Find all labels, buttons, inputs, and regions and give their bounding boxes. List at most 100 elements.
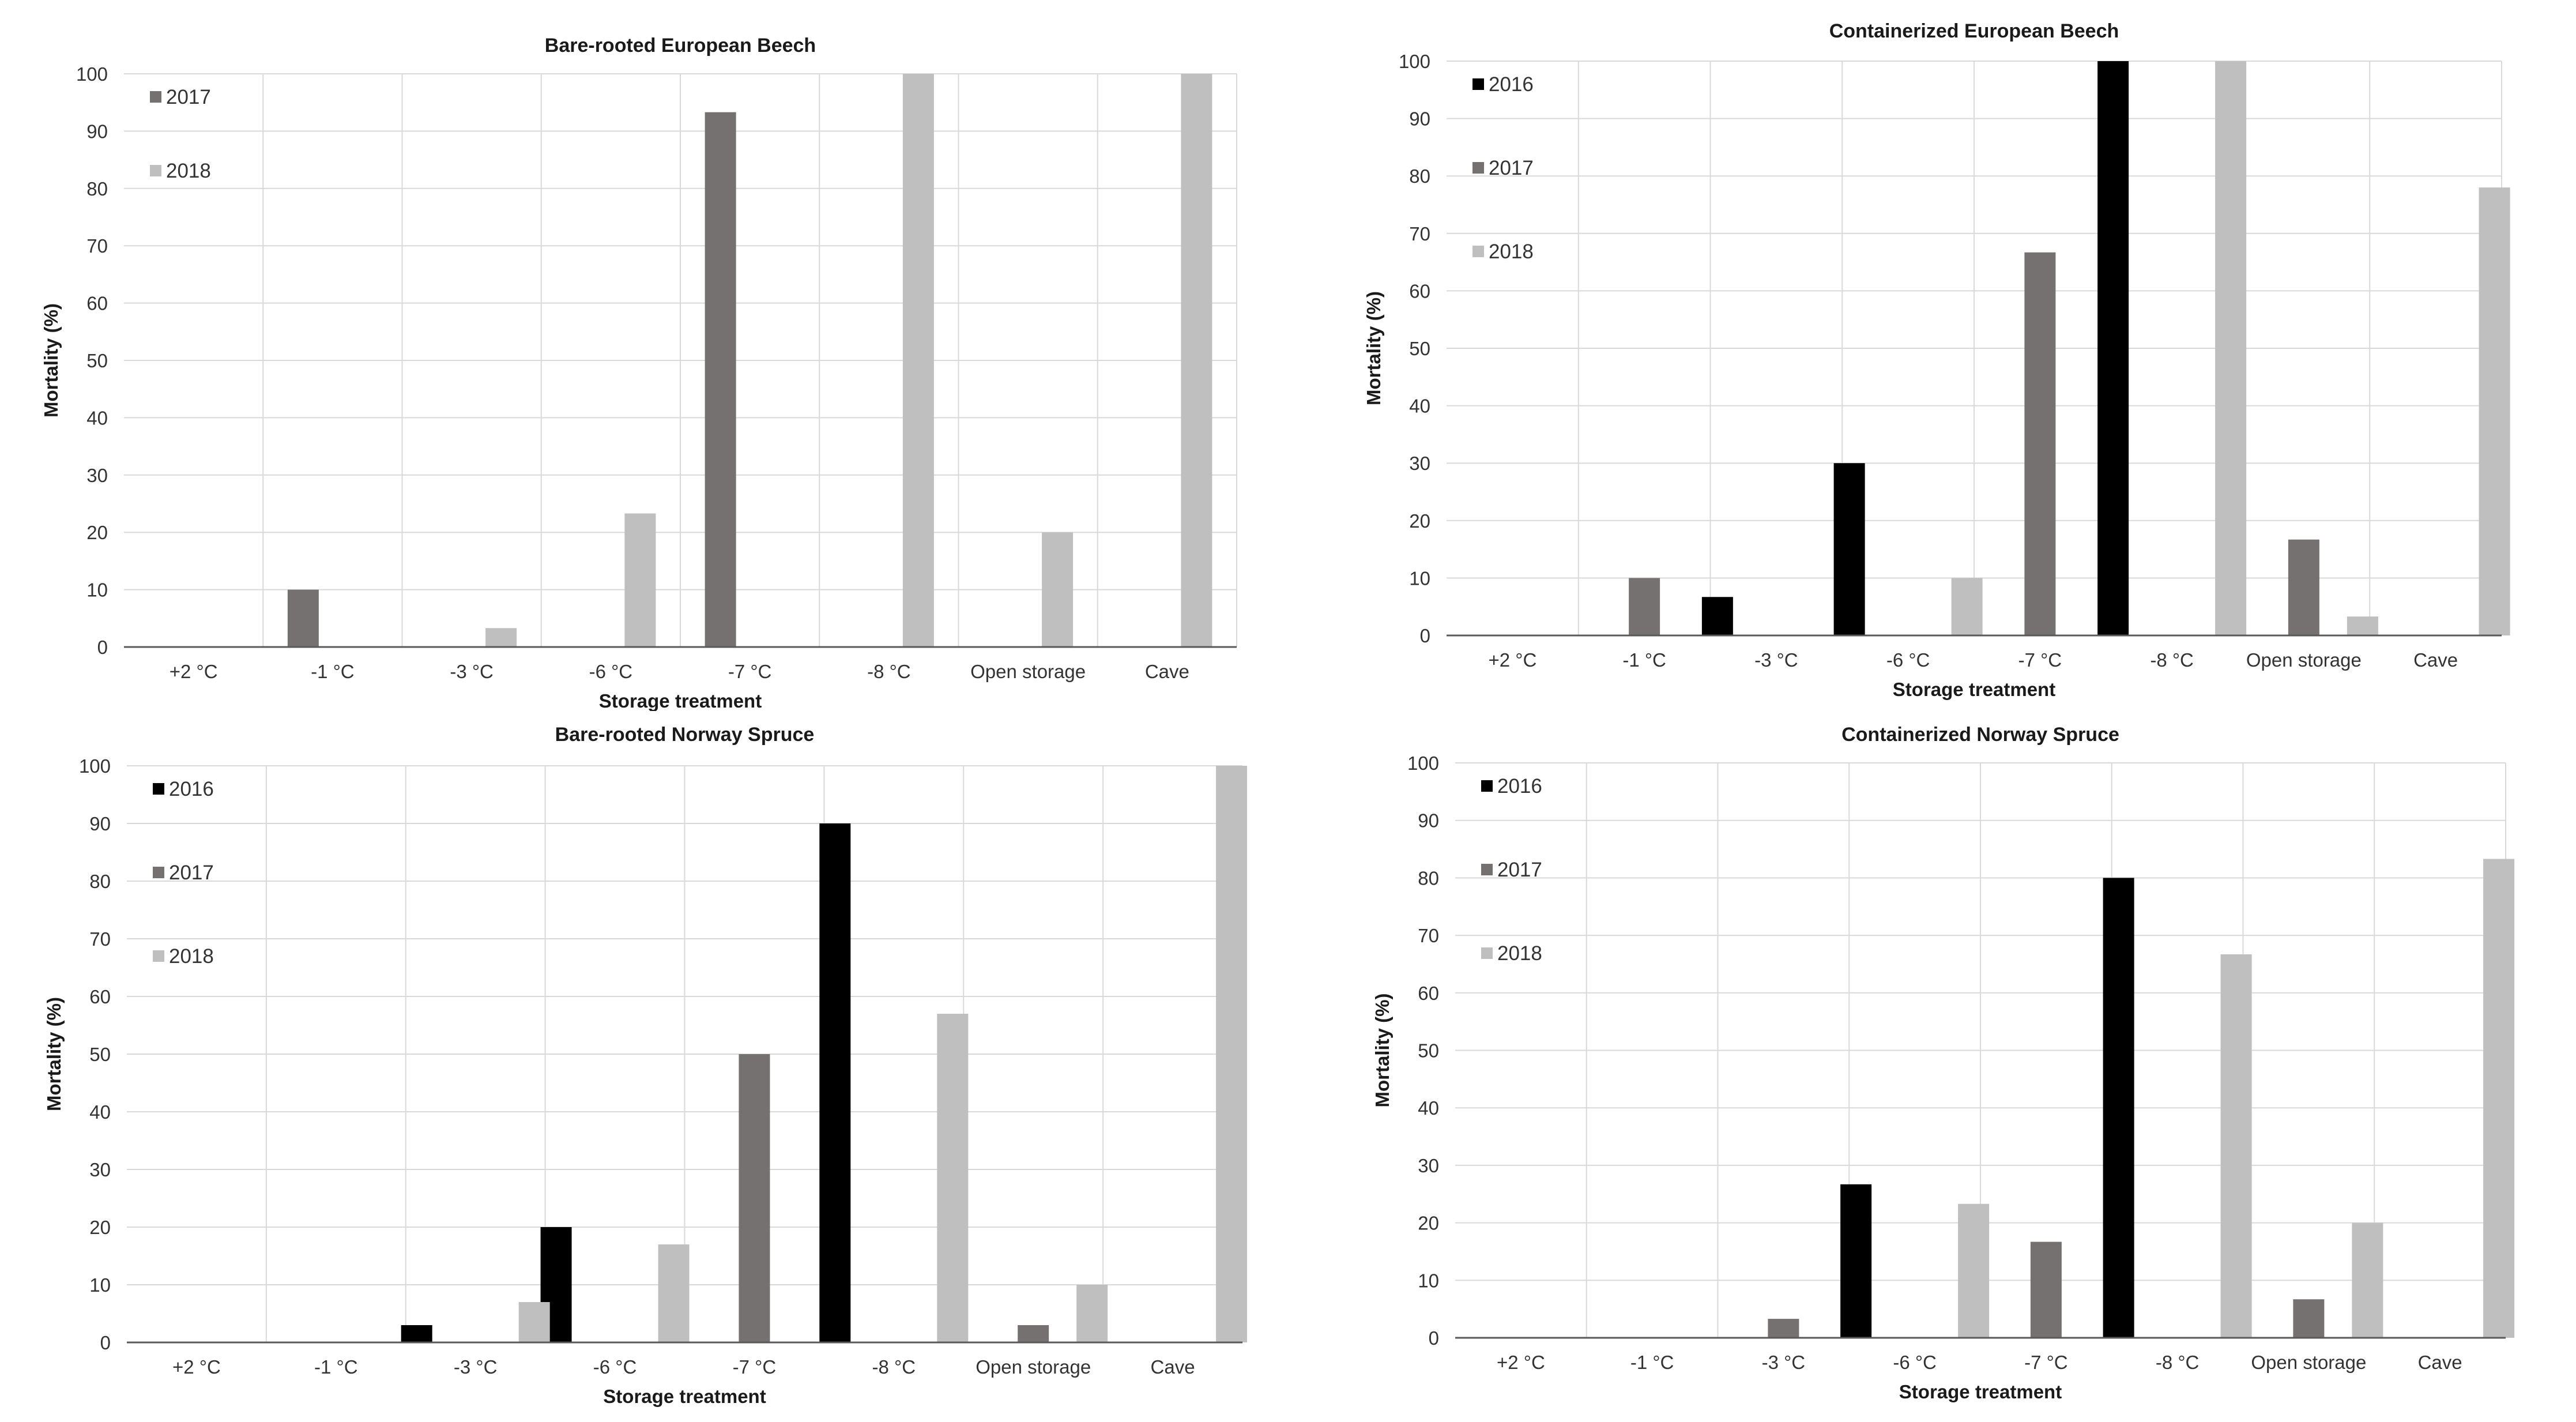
bar-2018-3-c xyxy=(518,1302,550,1342)
x-tick-label: -1 °C xyxy=(1630,1352,1674,1373)
bar-2018-8-c xyxy=(902,74,934,647)
x-tick-label: -3 °C xyxy=(450,661,494,682)
y-tick-label: 90 xyxy=(1418,810,1439,832)
y-tick-label: 60 xyxy=(1418,983,1439,1004)
x-tick-label: Cave xyxy=(1151,1356,1195,1378)
y-tick-label: 10 xyxy=(1418,1270,1439,1291)
legend-swatch-2016 xyxy=(153,783,164,795)
bar-2018-8-c xyxy=(937,1014,969,1342)
bar-2018-cave xyxy=(2479,187,2510,635)
chart-svg: Containerized Norway Spruce 0 10 20 30 40 50 60… xyxy=(1372,724,2515,1402)
x-tick-label: -7 °C xyxy=(2024,1352,2068,1373)
bar-2017-7-c xyxy=(2024,252,2056,636)
x-tick-label: -8 °C xyxy=(2156,1352,2200,1373)
y-tick-label: 10 xyxy=(89,1274,111,1296)
chart-title: Bare-rooted Norway Spruce xyxy=(555,724,815,746)
y-tick-label: 90 xyxy=(1409,108,1430,130)
x-axis-label: Storage treatment xyxy=(1899,1381,2062,1402)
legend-swatch-2017 xyxy=(1472,162,1484,174)
y-tick-label: 20 xyxy=(89,1217,111,1238)
x-tick-label: -1 °C xyxy=(311,661,355,682)
y-tick-label: 30 xyxy=(86,465,108,486)
chart-title: Containerized European Beech xyxy=(1829,20,2119,42)
legend-label-2016: 2016 xyxy=(169,778,214,800)
bar-2017-7-c xyxy=(2030,1242,2062,1338)
legend-swatch-2018 xyxy=(1472,246,1484,257)
y-tick-label: 100 xyxy=(1399,51,1430,72)
bar-2018-open-storage xyxy=(1042,532,1074,647)
legend-swatch-2018 xyxy=(150,165,161,176)
bar-2016-8-c xyxy=(2097,61,2129,635)
y-tick-label: 30 xyxy=(89,1159,111,1180)
legend-label-2016: 2016 xyxy=(1497,775,1542,797)
y-tick-label: 50 xyxy=(89,1044,111,1065)
legend-swatch-2017 xyxy=(1481,864,1493,875)
x-axis-label: Storage treatment xyxy=(599,690,762,711)
y-tick-label: 10 xyxy=(86,580,108,601)
chart-title: Containerized Norway Spruce xyxy=(1841,724,2119,746)
x-tick-label: Cave xyxy=(1145,661,1189,682)
x-tick-label: +2 °C xyxy=(172,1356,221,1378)
bar-2017-7-c xyxy=(705,112,736,647)
y-tick-label: 10 xyxy=(1409,567,1430,589)
y-tick-label: 80 xyxy=(86,178,108,200)
x-tick-label: -6 °C xyxy=(1886,649,1930,671)
y-tick-label: 80 xyxy=(1418,867,1439,889)
legend-swatch-2017 xyxy=(150,91,161,103)
y-tick-label: 70 xyxy=(1409,223,1430,244)
bar-2018-8-c xyxy=(2215,61,2247,635)
y-tick-label: 70 xyxy=(89,928,111,950)
chart-svg: Bare-rooted Norway Spruce 0 10 20 30 40 50 60 70… xyxy=(43,724,1248,1407)
y-tick-label: 70 xyxy=(1418,925,1439,946)
x-tick-label: Open storage xyxy=(2246,649,2362,671)
chart-svg: Containerized European Beech 0 10 20 30 40 50 6… xyxy=(1363,20,2510,700)
y-tick-label: 60 xyxy=(1409,280,1430,302)
y-tick-label: 40 xyxy=(86,407,108,428)
y-axis-label: Mortality (%) xyxy=(1372,994,1393,1108)
bar-2018-open-storage xyxy=(1076,1285,1108,1342)
chart-containerized-european-beech: Containerized European Beech 0 10 20 30 40 50 6… xyxy=(1288,0,2576,711)
y-tick-label: 90 xyxy=(86,121,108,142)
x-tick-label: -8 °C xyxy=(872,1356,916,1378)
bar-2017-1-c xyxy=(287,589,319,647)
x-tick-label: -1 °C xyxy=(1622,649,1666,671)
bar-2018-cave xyxy=(1216,766,1248,1342)
x-tick-label: Cave xyxy=(2418,1352,2462,1373)
y-tick-label: 40 xyxy=(1409,396,1430,417)
y-tick-label: 50 xyxy=(1409,338,1430,359)
legend-swatch-2018 xyxy=(1481,947,1493,959)
bar-2017-3-c xyxy=(1768,1319,1799,1338)
bar-2018-6-c xyxy=(658,1244,690,1342)
bar-2017-open-storage xyxy=(2293,1299,2325,1338)
bar-2018-open-storage xyxy=(2352,1222,2383,1338)
y-tick-label: 30 xyxy=(1418,1155,1439,1176)
chart-bare-rooted-norway-spruce: Bare-rooted Norway Spruce 0 10 20 30 40 50 60 70… xyxy=(0,711,1288,1422)
x-tick-label: -6 °C xyxy=(589,661,633,682)
x-tick-label: Cave xyxy=(2413,649,2458,671)
legend-label-2018: 2018 xyxy=(1489,240,1534,263)
x-tick-label: -3 °C xyxy=(454,1356,498,1378)
legend-swatch-2018 xyxy=(153,950,164,962)
y-tick-label: 50 xyxy=(86,350,108,371)
bar-2017-open-storage xyxy=(2288,539,2319,635)
y-tick-label: 20 xyxy=(1409,510,1430,532)
bar-2016-6-c xyxy=(1840,1184,1872,1338)
y-tick-label: 100 xyxy=(79,755,111,777)
x-tick-label: Open storage xyxy=(970,661,1086,682)
legend-label-2017: 2017 xyxy=(1489,157,1534,179)
bar-2018-cave xyxy=(2483,859,2515,1338)
y-tick-label: 80 xyxy=(1409,165,1430,187)
chart-bare-rooted-european-beech: Bare-rooted European Beech 0 10 20 30 40 50 60 7… xyxy=(0,0,1288,711)
x-tick-label: -3 °C xyxy=(1762,1352,1806,1373)
x-tick-label: +2 °C xyxy=(170,661,218,682)
legend-label-2018: 2018 xyxy=(166,160,211,182)
x-tick-label: -6 °C xyxy=(1893,1352,1937,1373)
x-tick-label: +2 °C xyxy=(1488,649,1536,671)
y-tick-label: 30 xyxy=(1409,453,1430,474)
y-tick-label: 60 xyxy=(89,986,111,1007)
y-axis-label: Mortality (%) xyxy=(1363,291,1384,405)
bar-2016-8-c xyxy=(819,823,851,1342)
y-tick-label: 20 xyxy=(1418,1213,1439,1234)
x-axis-label: Storage treatment xyxy=(1893,679,2055,700)
